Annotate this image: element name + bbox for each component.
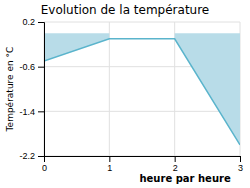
x-tick-label: 0 xyxy=(42,163,47,173)
annotation: heure par heure xyxy=(139,173,230,184)
marks xyxy=(44,33,240,145)
y-tick-label: -2.2 xyxy=(19,151,35,161)
x-axis: 0 1 2 3 xyxy=(42,156,243,173)
chart: 0 1 2 3 0.2 -0.6 -1.4 -2.2 Température en °C Evol… xyxy=(0,0,250,188)
x-tick: 3 xyxy=(238,156,243,173)
x-tick-label: 3 xyxy=(238,163,243,173)
y-tick-mark xyxy=(38,156,44,157)
x-tick-label: 1 xyxy=(107,163,112,173)
x-axis-line xyxy=(45,157,241,163)
y-tick-mark xyxy=(38,67,44,68)
title: Evolution de la température xyxy=(41,3,210,17)
grid-line xyxy=(44,111,240,112)
x-tick-mark xyxy=(175,156,176,162)
x-tick: 2 xyxy=(173,156,178,173)
y-tick: 0.2 xyxy=(22,17,44,27)
grid-line xyxy=(109,22,110,156)
y-tick: -2.2 xyxy=(19,151,44,161)
y-tick: -1.4 xyxy=(19,107,44,117)
y-tick-label: -1.4 xyxy=(19,107,35,117)
x-tick: 0 xyxy=(42,156,47,173)
x-tick-label: 2 xyxy=(173,163,178,173)
y-tick: -0.6 xyxy=(19,62,44,72)
x-tick-mark xyxy=(109,156,110,162)
area xyxy=(44,33,109,61)
y-axis-title: Température en °C xyxy=(5,47,15,133)
grid xyxy=(44,22,240,156)
x-tick: 1 xyxy=(107,156,112,173)
y-tick-label: -0.6 xyxy=(19,62,35,72)
y-axis: 0.2 -0.6 -1.4 -2.2 xyxy=(19,17,44,161)
grid-line xyxy=(174,22,175,156)
y-tick-mark xyxy=(38,22,44,23)
plot: 0 1 2 3 0.2 -0.6 -1.4 -2.2 Température en °C xyxy=(5,17,244,173)
x-tick-mark xyxy=(240,156,241,162)
y-tick-mark xyxy=(38,111,44,112)
line xyxy=(44,39,240,145)
y-tick-label: 0.2 xyxy=(22,17,35,27)
y-axis-line xyxy=(38,23,45,157)
grid-line xyxy=(44,22,240,23)
